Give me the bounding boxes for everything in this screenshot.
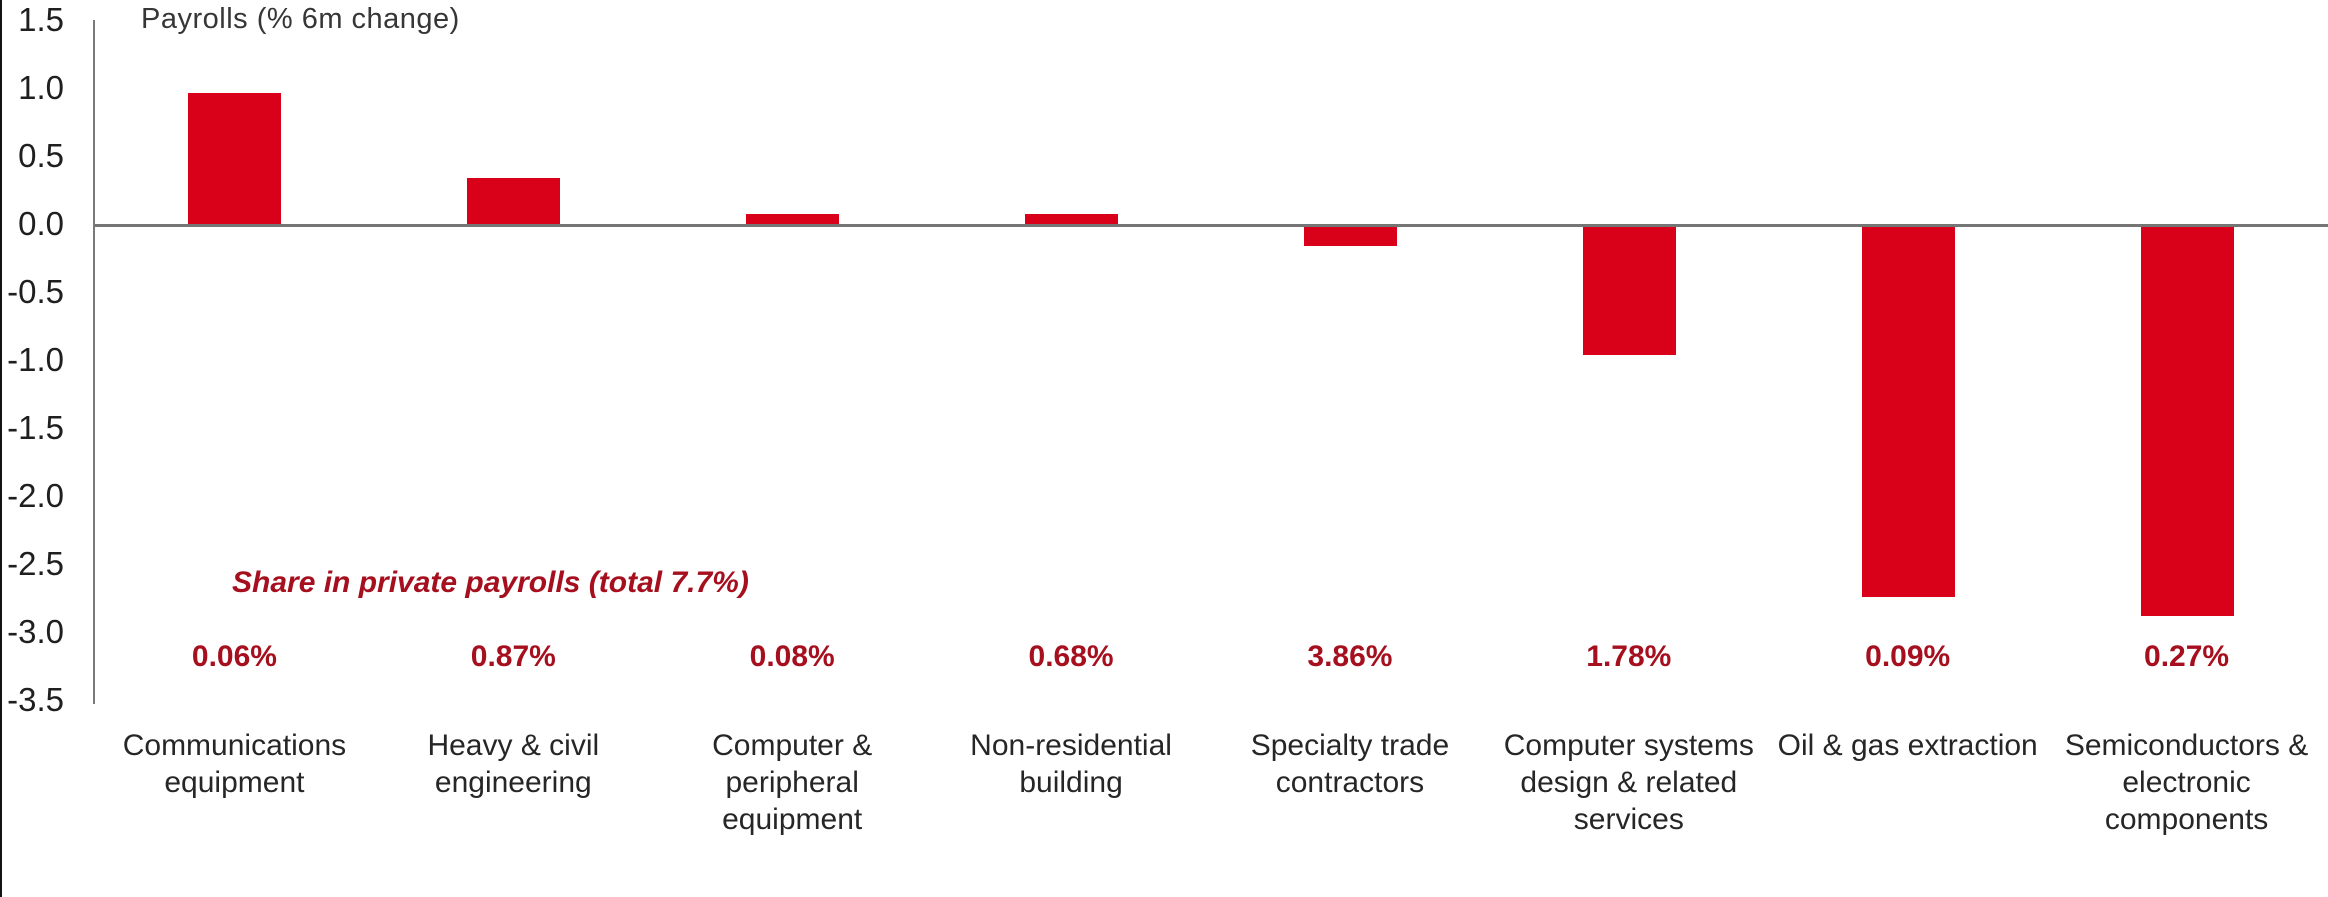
bar [1025, 214, 1119, 224]
y-tick-label: -3.0 [7, 613, 64, 650]
y-tick-label: 1.5 [18, 1, 64, 38]
left-border-line [0, 0, 2, 897]
bar-column [95, 0, 374, 897]
bar [188, 93, 282, 224]
share-labels-row: 0.06% 0.87% 0.08% 0.68% 3.86% 1.78% 0.09% 0.27% [95, 640, 2326, 674]
bar [1303, 227, 1397, 246]
y-tick-label: 1.0 [18, 69, 64, 106]
category-label: Communications equipment [122, 729, 347, 799]
bar-column [1768, 0, 2047, 897]
bar [746, 214, 840, 224]
bar-column [374, 0, 653, 897]
category-label: Computer systems design & related servic… [1503, 729, 1754, 836]
share-label: 1.78% [1586, 640, 1672, 673]
y-tick-label: -1.0 [7, 341, 64, 378]
share-annotation: Share in private payrolls (total 7.7%) [232, 566, 749, 599]
y-axis-line [93, 20, 95, 704]
category-label: Semiconductors & electronic components [2064, 729, 2309, 836]
category-label: Specialty trade contractors [1250, 729, 1450, 799]
y-tick-label: -3.5 [7, 681, 64, 718]
plot-area [95, 0, 2326, 897]
share-label: 0.27% [2144, 640, 2230, 673]
bar-column [2047, 0, 2326, 897]
y-tick-label: 0.5 [18, 137, 64, 174]
y-tick-label: 0.0 [18, 205, 64, 242]
bar [467, 177, 561, 224]
bar-column [653, 0, 932, 897]
y-tick-label: -2.0 [7, 477, 64, 514]
bar [2140, 227, 2234, 616]
category-label: Non-residential building [970, 729, 1172, 799]
category-label: Heavy & civil engineering [427, 729, 600, 799]
share-label: 3.86% [1307, 640, 1393, 673]
zero-gridline [95, 224, 2328, 227]
bar [1582, 227, 1676, 355]
category-labels-row: Communications equipment Heavy & civil en… [95, 727, 2326, 838]
y-tick-label: -2.5 [7, 545, 64, 582]
bar-column [932, 0, 1211, 897]
category-label: Computer & peripheral equipment [712, 729, 873, 836]
y-tick-label: -1.5 [7, 409, 64, 446]
bar-column [1489, 0, 1768, 897]
share-label: 0.68% [1028, 640, 1114, 673]
y-tick-label: -0.5 [7, 273, 64, 310]
share-label: 0.06% [191, 640, 277, 673]
chart-title: Payrolls (% 6m change) [141, 3, 460, 35]
category-label: Oil & gas extraction [1777, 729, 2038, 762]
share-label: 0.09% [1865, 640, 1951, 673]
bar-column [1211, 0, 1490, 897]
share-label: 0.08% [749, 640, 835, 673]
share-label: 0.87% [470, 640, 556, 673]
bar [1861, 227, 1955, 597]
